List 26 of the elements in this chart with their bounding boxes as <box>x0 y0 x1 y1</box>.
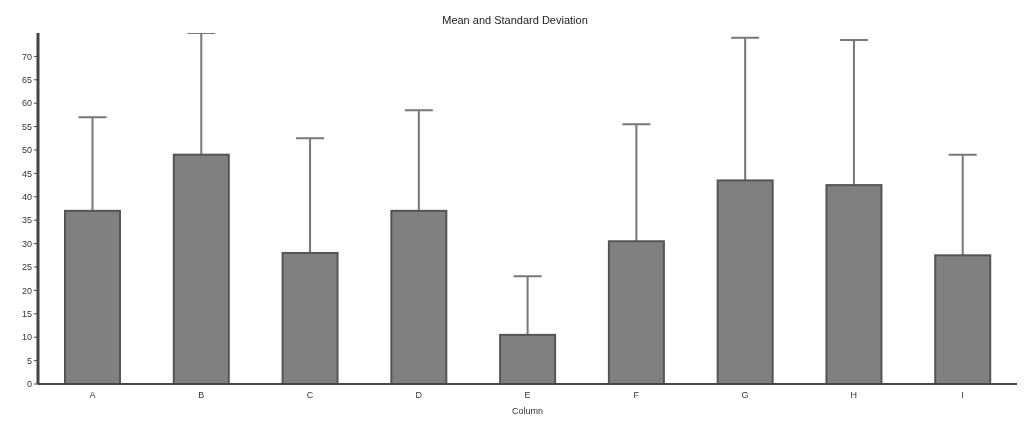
y-tick-label: 55 <box>21 121 32 132</box>
y-tick-label: 0 <box>26 379 32 390</box>
x-tick-label: D <box>415 390 423 401</box>
x-tick-label: E <box>524 390 531 401</box>
y-tick-label: 25 <box>21 262 32 273</box>
y-tick-label: 15 <box>21 308 32 319</box>
y-tick-label: 35 <box>21 215 32 226</box>
y-tick-label: 70 <box>21 51 32 62</box>
x-tick-label: F <box>633 390 640 401</box>
y-tick-label: 45 <box>21 168 32 179</box>
y-tick-label: 60 <box>21 98 32 109</box>
y-tick-label: 5 <box>26 355 32 366</box>
x-tick-label: I <box>961 390 964 401</box>
x-tick-label: H <box>850 390 858 401</box>
y-tick-label: 65 <box>21 75 32 85</box>
y-tick-label: 10 <box>21 332 32 343</box>
x-tick-label: A <box>89 390 96 401</box>
x-tick-label: B <box>198 390 205 401</box>
chart-title: Mean and Standard Deviation <box>441 14 589 26</box>
y-tick-label: 20 <box>21 285 32 296</box>
x-tick-label: C <box>306 390 314 401</box>
y-tick-label: 40 <box>21 192 32 202</box>
x-axis-title: Column <box>511 406 544 416</box>
y-tick-label: 30 <box>21 238 32 249</box>
y-tick-label: 50 <box>21 145 32 156</box>
x-tick-label: G <box>741 390 749 401</box>
